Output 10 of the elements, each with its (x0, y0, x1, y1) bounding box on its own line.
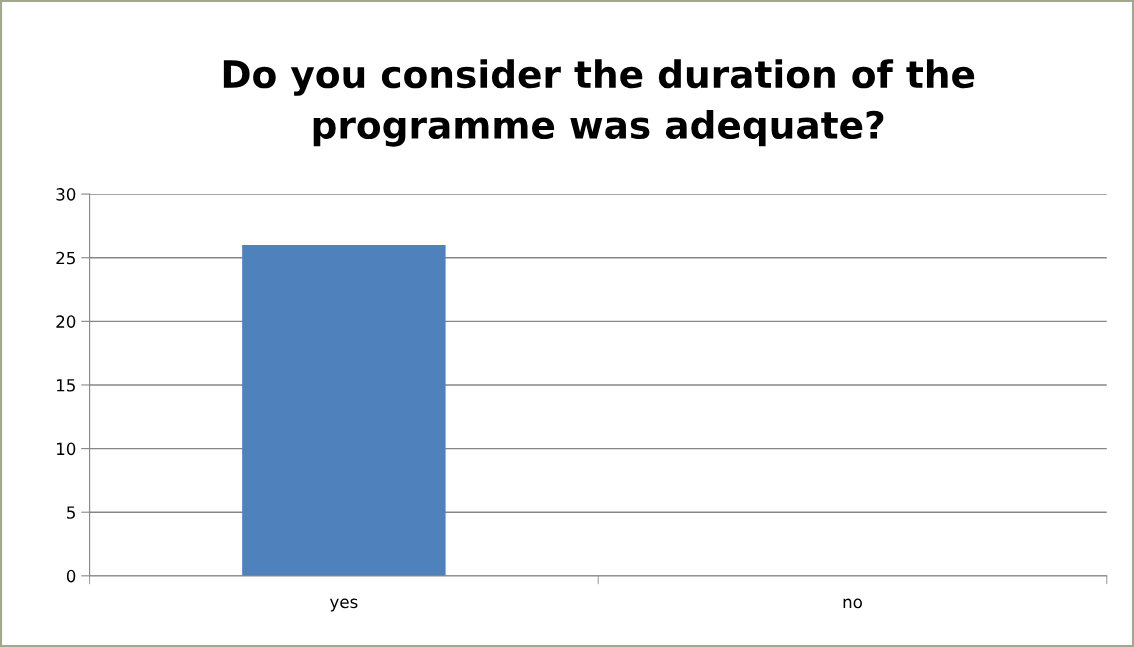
x-tick-label: no (843, 598, 862, 609)
y-tick-label: 25 (56, 251, 75, 265)
y-tick-label: 0 (66, 569, 76, 583)
y-tick-label: 5 (67, 506, 75, 519)
y-tick-label: 30 (56, 188, 76, 201)
y-tick-label: 10 (57, 442, 76, 456)
x-tick-label: yes (329, 598, 358, 612)
y-tick-label: 15 (57, 379, 75, 392)
chart-title: Do you consider the duration of the programme was adequate? (223, 59, 975, 147)
y-tick-label: 20 (56, 315, 76, 328)
